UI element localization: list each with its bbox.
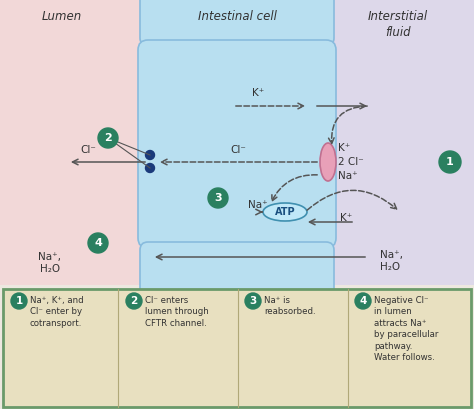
Text: Interstitial
fluid: Interstitial fluid [368, 10, 428, 39]
Text: Na⁺,
H₂O: Na⁺, H₂O [38, 252, 62, 274]
FancyBboxPatch shape [140, 0, 334, 46]
Text: Na⁺ is
reabsorbed.: Na⁺ is reabsorbed. [264, 296, 316, 317]
Circle shape [439, 151, 461, 173]
Ellipse shape [320, 143, 336, 181]
Text: 2: 2 [130, 296, 137, 306]
Text: Na⁺: Na⁺ [338, 171, 357, 181]
Text: 2 Cl⁻: 2 Cl⁻ [338, 157, 364, 167]
Text: Cl⁻: Cl⁻ [80, 145, 96, 155]
Text: 4: 4 [94, 238, 102, 248]
Bar [0, 0, 145, 285]
Text: 2: 2 [104, 133, 112, 143]
Text: Cl⁻: Cl⁻ [230, 145, 246, 155]
Text: 1: 1 [446, 157, 454, 167]
Text: K⁺: K⁺ [340, 213, 352, 223]
Ellipse shape [263, 203, 307, 221]
Text: Na⁺, K⁺, and
Cl⁻ enter by
cotransport.: Na⁺, K⁺, and Cl⁻ enter by cotransport. [30, 296, 83, 328]
Text: K⁺: K⁺ [252, 88, 264, 98]
FancyBboxPatch shape [3, 289, 471, 407]
Circle shape [126, 293, 142, 309]
Text: K⁺: K⁺ [338, 143, 350, 153]
Text: Cl⁻ enters
lumen through
CFTR channel.: Cl⁻ enters lumen through CFTR channel. [145, 296, 209, 328]
Circle shape [245, 293, 261, 309]
FancyBboxPatch shape [138, 40, 336, 248]
Text: Lumen: Lumen [42, 10, 82, 23]
Text: 4: 4 [359, 296, 367, 306]
Text: Na⁺,
H₂O: Na⁺, H₂O [380, 250, 403, 272]
Text: ATP: ATP [275, 207, 295, 217]
Circle shape [88, 233, 108, 253]
Text: Na⁺: Na⁺ [248, 200, 268, 210]
Circle shape [208, 188, 228, 208]
Text: Negative Cl⁻
in lumen
attracts Na⁺
by paracellular
pathway.
Water follows.: Negative Cl⁻ in lumen attracts Na⁺ by pa… [374, 296, 438, 362]
FancyBboxPatch shape [140, 242, 334, 298]
Circle shape [146, 164, 155, 173]
Text: 1: 1 [15, 296, 23, 306]
Circle shape [11, 293, 27, 309]
Text: 3: 3 [249, 296, 256, 306]
Bar [325, 0, 474, 285]
Bar [145, 0, 325, 285]
Text: Intestinal cell: Intestinal cell [198, 10, 276, 23]
Circle shape [355, 293, 371, 309]
Text: 3: 3 [214, 193, 222, 203]
Circle shape [98, 128, 118, 148]
Circle shape [146, 151, 155, 160]
